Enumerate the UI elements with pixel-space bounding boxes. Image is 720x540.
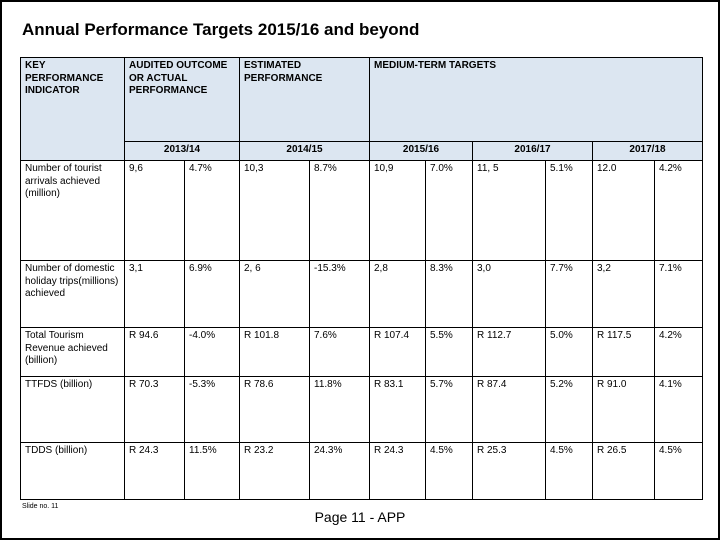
row-label: TDDS (billion) (20, 442, 125, 500)
cell-percent: 5.7% (425, 376, 473, 443)
cell-percent: 4.2% (654, 327, 703, 377)
cell-percent: 4.7% (184, 160, 240, 261)
cell-percent: 8.3% (425, 260, 473, 328)
header-year-2014-15: 2014/15 (239, 141, 370, 161)
row-label: Number of domestic holiday trips(million… (20, 260, 125, 328)
header-year-2015-16: 2015/16 (369, 141, 473, 161)
header-medium-term-targets: MEDIUM-TERM TARGETS (369, 57, 703, 142)
cell-percent: 4.5% (654, 442, 703, 500)
cell-value: R 87.4 (472, 376, 546, 443)
cell-value: 2, 6 (239, 260, 310, 328)
cell-percent: 5.2% (545, 376, 593, 443)
cell-value: 3,2 (592, 260, 655, 328)
cell-percent: 7.0% (425, 160, 473, 261)
cell-percent: 8.7% (309, 160, 370, 261)
cell-percent: 4.2% (654, 160, 703, 261)
row-label: TTFDS (billion) (20, 376, 125, 443)
cell-percent: 11.5% (184, 442, 240, 500)
cell-percent: 4.5% (425, 442, 473, 500)
cell-value: R 25.3 (472, 442, 546, 500)
cell-percent: 24.3% (309, 442, 370, 500)
cell-value: 11, 5 (472, 160, 546, 261)
table-row: Total Tourism Revenue achieved (billion)… (20, 327, 703, 377)
cell-percent: 5.0% (545, 327, 593, 377)
header-audited-outcome: AUDITED OUTCOME OR ACTUAL PERFORMANCE (124, 57, 240, 142)
cell-value: R 26.5 (592, 442, 655, 500)
header-kpi: KEY PERFORMANCE INDICATOR (20, 57, 125, 161)
header-year-2013-14: 2013/14 (124, 141, 240, 161)
cell-value: R 101.8 (239, 327, 310, 377)
slide-title: Annual Performance Targets 2015/16 and b… (22, 20, 420, 39)
table-row: Number of tourist arrivals achieved (mil… (20, 160, 703, 261)
performance-table: KEY PERFORMANCE INDICATOR AUDITED OUTCOM… (20, 57, 703, 500)
cell-percent: -4.0% (184, 327, 240, 377)
cell-value: R 70.3 (124, 376, 185, 443)
cell-percent: 7.7% (545, 260, 593, 328)
cell-percent: 4.1% (654, 376, 703, 443)
cell-value: R 112.7 (472, 327, 546, 377)
row-label: Total Tourism Revenue achieved (billion) (20, 327, 125, 377)
cell-value: 2,8 (369, 260, 426, 328)
page-footer: Page 11 - APP (314, 509, 406, 525)
cell-value: R 23.2 (239, 442, 310, 500)
cell-percent: -15.3% (309, 260, 370, 328)
cell-value: R 78.6 (239, 376, 310, 443)
cell-value: 10,9 (369, 160, 426, 261)
cell-value: R 107.4 (369, 327, 426, 377)
cell-percent: 5.1% (545, 160, 593, 261)
cell-value: 12.0 (592, 160, 655, 261)
cell-value: R 24.3 (369, 442, 426, 500)
slide-number: Slide no. 11 (22, 503, 59, 510)
header-row: KEY PERFORMANCE INDICATOR AUDITED OUTCOM… (20, 57, 703, 161)
cell-value: 10,3 (239, 160, 310, 261)
table-row: TDDS (billion) R 24.3 11.5% R 23.2 24.3%… (20, 442, 703, 500)
cell-percent: -5.3% (184, 376, 240, 443)
cell-value: R 117.5 (592, 327, 655, 377)
cell-value: 9,6 (124, 160, 185, 261)
header-year-2017-18: 2017/18 (592, 141, 703, 161)
cell-value: 3,0 (472, 260, 546, 328)
cell-value: R 91.0 (592, 376, 655, 443)
cell-percent: 7.6% (309, 327, 370, 377)
cell-value: R 83.1 (369, 376, 426, 443)
cell-percent: 6.9% (184, 260, 240, 328)
cell-value: R 94.6 (124, 327, 185, 377)
cell-value: 3,1 (124, 260, 185, 328)
table-row: TTFDS (billion) R 70.3 -5.3% R 78.6 11.8… (20, 376, 703, 443)
row-label: Number of tourist arrivals achieved (mil… (20, 160, 125, 261)
cell-value: R 24.3 (124, 442, 185, 500)
header-estimated-performance: ESTIMATED PERFORMANCE (239, 57, 370, 142)
cell-percent: 4.5% (545, 442, 593, 500)
cell-percent: 5.5% (425, 327, 473, 377)
header-year-2016-17: 2016/17 (472, 141, 593, 161)
cell-percent: 7.1% (654, 260, 703, 328)
cell-percent: 11.8% (309, 376, 370, 443)
table-row: Number of domestic holiday trips(million… (20, 260, 703, 328)
